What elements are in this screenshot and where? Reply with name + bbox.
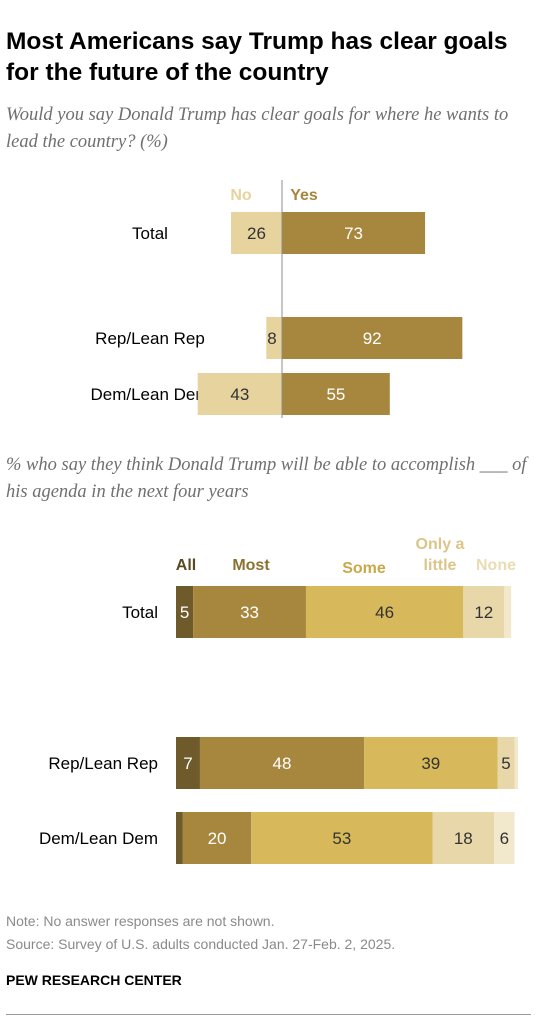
bar-yes [282, 212, 426, 254]
value-label-yes: 55 [326, 385, 345, 404]
value-label: 7 [183, 754, 192, 773]
value-label-no: 8 [267, 329, 276, 348]
value-label: 48 [273, 754, 292, 773]
value-label: 53 [332, 829, 351, 848]
bar-no [231, 212, 282, 254]
category-label: Rep/Lean Rep [95, 329, 205, 348]
value-label: 33 [240, 603, 259, 622]
bar-no [197, 373, 282, 415]
bar-segment [432, 812, 495, 864]
bar-no [266, 317, 282, 359]
value-label-no: 43 [230, 385, 249, 404]
value-label: 6 [500, 829, 509, 848]
bar-segment [497, 737, 515, 789]
value-label: 12 [474, 603, 493, 622]
clear-goals-chart: No Yes Total 26 73 Rep/Lean Rep 8 92 Dem/Lean De… [90, 180, 463, 418]
bar-segment [193, 586, 306, 638]
category-label: Dem/Lean Dem [39, 829, 158, 848]
bar-segment [514, 737, 518, 789]
legend-label: Most [232, 557, 270, 574]
value-label: 18 [454, 829, 473, 848]
chart2-subtitle: % who say they think Donald Trump will b… [6, 455, 527, 502]
bar-segment [176, 586, 194, 638]
bar-segment [251, 812, 433, 864]
value-label-no: 26 [247, 224, 266, 243]
bar-segment [176, 812, 183, 864]
bar-segment [176, 737, 200, 789]
legend-label: All [176, 557, 196, 574]
category-label: Total [132, 224, 168, 243]
legend-label-yes: Yes [290, 187, 318, 204]
bar-segment [463, 586, 505, 638]
bar-yes [282, 373, 390, 415]
category-label: Rep/Lean Rep [48, 754, 158, 773]
footer-note: Note: No answer responses are not shown. [6, 913, 275, 929]
bottom-rule [6, 1014, 531, 1015]
value-label: 5 [501, 754, 510, 773]
chart-title: Most Americans say Trump has clear goals… [6, 28, 508, 86]
legend-label-line: little [424, 557, 457, 574]
bar-segment [199, 737, 365, 789]
bar-segment [182, 812, 252, 864]
bar-segment [504, 586, 512, 638]
legend-label-line: Only a [416, 536, 465, 553]
bar-segment [364, 737, 498, 789]
agenda-chart: All Most Some Only a little None Total 5 33 46 12 R… [39, 536, 518, 864]
legend-label-no: No [230, 187, 252, 204]
footer-source: Source: Survey of U.S. adults conducted … [6, 936, 396, 952]
value-label: 39 [421, 754, 440, 773]
value-label: 46 [375, 603, 394, 622]
legend-label: None [476, 557, 516, 574]
value-label-yes: 92 [363, 329, 382, 348]
bar-segment [494, 812, 515, 864]
value-label-yes: 73 [344, 224, 363, 243]
category-label: Dem/Lean Dem [90, 385, 209, 404]
category-label: Total [122, 603, 158, 622]
legend-label: Some [342, 560, 386, 577]
value-label: 20 [208, 829, 227, 848]
bar-yes [282, 317, 463, 359]
org-name: PEW RESEARCH CENTER [6, 972, 182, 988]
value-label: 5 [180, 603, 189, 622]
bar-segment [305, 586, 464, 638]
chart1-subtitle: Would you say Donald Trump has clear goa… [6, 105, 509, 152]
